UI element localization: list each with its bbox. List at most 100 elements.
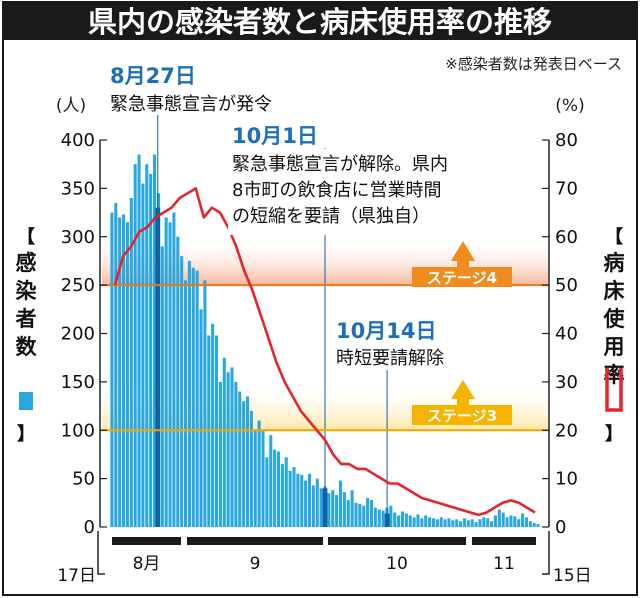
bar	[269, 435, 273, 527]
bar	[482, 517, 486, 527]
bar	[377, 509, 381, 527]
bar	[226, 372, 230, 527]
bar	[184, 280, 188, 527]
bar	[273, 449, 277, 527]
annotation-1-text: 緊急事態宣言が発令	[110, 94, 272, 115]
bar	[416, 514, 420, 527]
bar	[490, 521, 494, 527]
left-tick-label: 50	[72, 469, 95, 490]
bar	[300, 474, 304, 527]
svg-text:【: 【	[17, 227, 35, 248]
month-label: 8月	[133, 554, 161, 574]
bar	[249, 410, 253, 527]
bar	[180, 256, 184, 527]
bar	[307, 473, 312, 527]
bar	[366, 497, 370, 527]
right-tick-label: 20	[555, 420, 578, 441]
bar	[431, 518, 435, 527]
x-axis-start-bracket	[97, 531, 105, 575]
axis-label-char: 感	[16, 251, 37, 275]
bar	[497, 509, 501, 527]
bar	[319, 488, 323, 527]
right-tick-label: 50	[555, 275, 578, 296]
bar	[110, 212, 114, 527]
bar	[397, 515, 401, 527]
bar	[172, 212, 176, 527]
event-marker-bar	[384, 513, 390, 527]
right-tick-label: 10	[555, 469, 578, 490]
bar	[428, 517, 432, 527]
bar	[466, 520, 470, 527]
left-tick-label: 100	[61, 420, 95, 441]
bar	[195, 270, 199, 527]
annotation-2-date: 10月1日	[232, 124, 318, 148]
left-axis-label: 【 感染者数 】	[15, 227, 38, 445]
bar	[338, 480, 343, 527]
x-axis-end-label: 15日	[553, 566, 592, 586]
bar	[296, 473, 300, 527]
right-tick-label: 60	[555, 227, 578, 248]
chart-note: ※感染者数は発表日ベース	[445, 55, 622, 73]
bar	[459, 521, 463, 527]
bar	[408, 515, 412, 527]
axis-label-char: 者	[16, 307, 37, 331]
bar	[253, 430, 257, 527]
bar	[191, 267, 195, 527]
bar	[435, 519, 439, 527]
chart-title: 県内の感染者数と病床使用率の推移	[88, 5, 552, 39]
bar	[280, 464, 284, 527]
svg-text:【: 【	[605, 227, 623, 248]
bar	[288, 470, 292, 527]
bar	[501, 512, 505, 527]
bar	[149, 173, 153, 528]
annotation-1-date: 8月27日	[110, 64, 196, 88]
bar	[327, 493, 331, 527]
bar	[292, 467, 296, 527]
title-banner	[3, 2, 637, 40]
left-tick-label: 150	[61, 372, 95, 393]
month-label: 10	[386, 554, 408, 574]
bar	[412, 517, 416, 527]
event-marker-bar	[322, 488, 328, 527]
bar	[505, 517, 509, 527]
x-axis-start-label: 17日	[57, 566, 96, 586]
bar	[261, 430, 265, 527]
bar	[373, 507, 377, 527]
bar	[420, 518, 424, 527]
bar	[199, 309, 203, 527]
month-segment	[472, 537, 536, 545]
bar	[369, 499, 374, 527]
bar	[478, 519, 482, 527]
bar	[451, 520, 455, 527]
axis-label-char: 数	[16, 335, 38, 359]
axis-label-char: 使	[603, 307, 626, 331]
bar	[493, 515, 497, 527]
left-tick-label: 350	[61, 178, 95, 199]
right-tick-label: 70	[555, 178, 578, 199]
bar	[462, 518, 466, 527]
month-segment	[328, 537, 466, 545]
x-axis-end-bracket	[542, 531, 550, 575]
bar	[284, 457, 288, 527]
axis-label-char: 用	[604, 335, 625, 359]
bar	[354, 502, 358, 527]
bar	[424, 515, 428, 527]
bar	[509, 515, 513, 527]
bar	[393, 512, 397, 527]
bar	[122, 214, 126, 527]
left-tick-label: 0	[84, 517, 95, 538]
bar	[304, 480, 308, 527]
bar	[443, 519, 447, 527]
bar	[114, 202, 118, 527]
svg-text:】: 】	[17, 424, 35, 445]
right-tick-label: 30	[555, 372, 578, 393]
bar	[474, 522, 478, 527]
svg-text:】: 】	[605, 424, 623, 445]
bar	[358, 503, 362, 527]
bar	[265, 457, 269, 527]
bar	[521, 513, 525, 527]
bar	[242, 401, 246, 527]
bar	[513, 516, 517, 527]
stage4-label-text: ステージ4	[427, 269, 497, 287]
